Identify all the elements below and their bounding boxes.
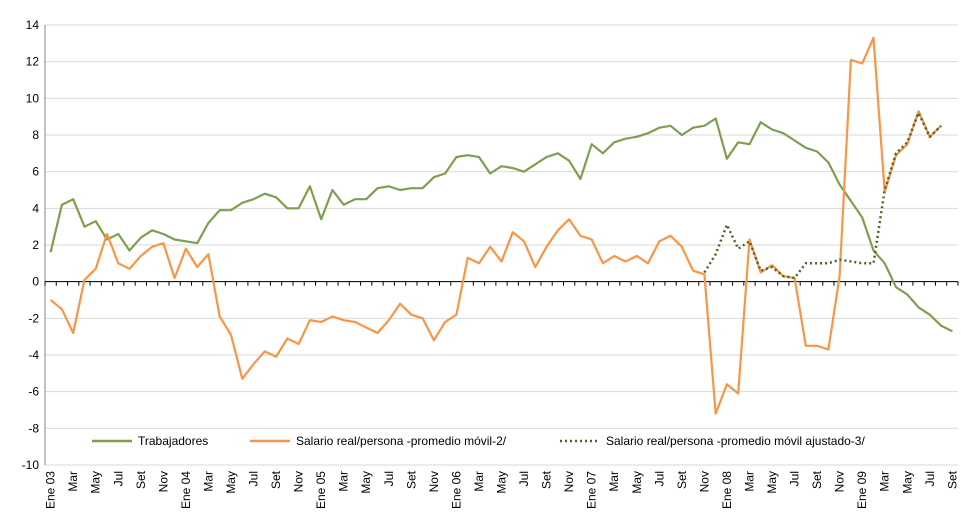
y-tick-label: -2 xyxy=(28,311,39,325)
y-tick-label: -6 xyxy=(28,385,39,399)
x-tick-label: May xyxy=(630,471,644,494)
x-tick-label: May xyxy=(765,471,779,494)
x-tick-label: Set xyxy=(945,470,959,489)
y-tick-label: 10 xyxy=(26,91,40,105)
x-tick-label: Mar xyxy=(337,471,351,492)
x-tick-label: May xyxy=(900,471,914,494)
legend-label: Salario real/persona -promedio móvil-2/ xyxy=(296,434,507,448)
x-tick-label: Ene 04 xyxy=(179,471,193,509)
x-tick-label: Ene 06 xyxy=(449,471,463,509)
x-tick-label: Set xyxy=(404,470,418,489)
x-tick-label: Jul xyxy=(788,471,802,486)
x-tick-label: Set xyxy=(540,470,554,489)
y-tick-label: -8 xyxy=(28,421,39,435)
x-tick-label: Ene 08 xyxy=(720,471,734,509)
legend-box xyxy=(80,430,910,452)
y-tick-label: 0 xyxy=(32,275,39,289)
x-tick-label: Mar xyxy=(607,471,621,492)
x-tick-label: Ene 03 xyxy=(44,471,58,509)
y-tick-label: 12 xyxy=(26,55,40,69)
x-tick-label: Set xyxy=(134,470,148,489)
x-tick-label: Nov xyxy=(156,471,170,492)
x-tick-label: Jul xyxy=(382,471,396,486)
y-tick-label: 8 xyxy=(32,128,39,142)
x-tick-label: May xyxy=(359,471,373,494)
x-tick-label: Mar xyxy=(201,471,215,492)
x-tick-label: May xyxy=(89,471,103,494)
y-tick-label: -10 xyxy=(22,458,40,472)
x-tick-label: Nov xyxy=(697,471,711,492)
x-tick-label: May xyxy=(495,471,509,494)
x-tick-label: Ene 05 xyxy=(314,471,328,509)
series-line xyxy=(703,111,942,280)
x-tick-label: Nov xyxy=(833,471,847,492)
x-tick-label: Jul xyxy=(247,471,261,486)
y-tick-label: 6 xyxy=(32,165,39,179)
x-tick-label: Jul xyxy=(923,471,937,486)
x-tick-label: Ene 07 xyxy=(585,471,599,509)
y-tick-label: 14 xyxy=(26,18,40,32)
series-line xyxy=(49,36,942,415)
x-tick-label: Nov xyxy=(292,471,306,492)
x-tick-label: Mar xyxy=(66,471,80,492)
x-tick-label: Nov xyxy=(562,471,576,492)
x-tick-label: Set xyxy=(675,470,689,489)
legend-label: Trabajadores xyxy=(138,434,208,448)
x-tick-label: Mar xyxy=(742,471,756,492)
x-tick-label: Mar xyxy=(472,471,486,492)
x-tick-label: Jul xyxy=(111,471,125,486)
legend-label: Salario real/persona -promedio móvil aju… xyxy=(606,434,865,448)
x-tick-label: Mar xyxy=(878,471,892,492)
x-tick-label: Set xyxy=(810,470,824,489)
x-tick-label: Ene 09 xyxy=(855,471,869,509)
y-tick-label: 2 xyxy=(32,238,39,252)
x-tick-label: Jul xyxy=(517,471,531,486)
x-tick-label: Set xyxy=(269,470,283,489)
x-tick-label: Jul xyxy=(652,471,666,486)
x-tick-label: Nov xyxy=(427,471,441,492)
series-line xyxy=(49,117,953,333)
x-tick-label: May xyxy=(224,471,238,494)
y-tick-label: -4 xyxy=(28,348,39,362)
y-tick-label: 4 xyxy=(32,201,39,215)
